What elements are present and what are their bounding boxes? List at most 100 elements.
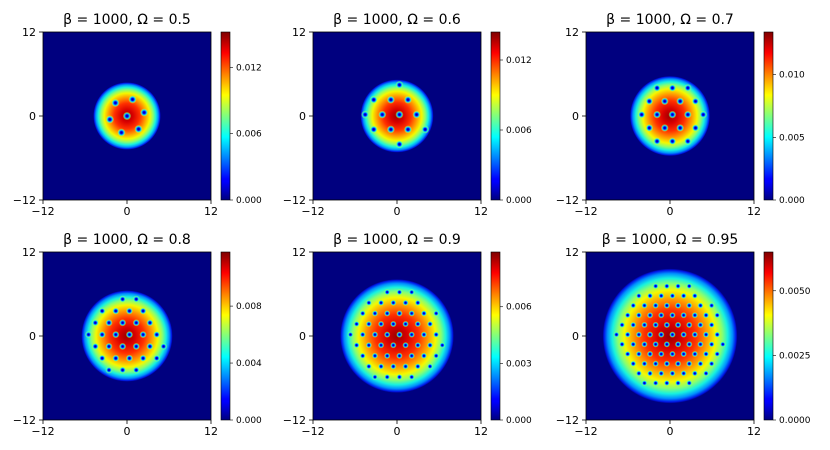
colorbar [490,31,501,201]
vortex-core [377,342,385,349]
vortex-core [402,342,409,349]
vortex-core [377,320,385,328]
vortex-core [408,352,415,360]
vortex-core [390,320,397,328]
vortex-core [384,288,391,296]
panel-title: β = 1000, Ω = 0.9 [333,232,461,248]
vortex-core [396,310,403,317]
vortex-core [439,342,446,349]
vortex-core [658,312,665,319]
vortex-core [396,352,403,360]
vortex-core [674,302,682,309]
vortex-core [386,125,395,134]
vortex-core [645,124,654,132]
vortex-core [630,302,637,309]
vortex-core [402,299,409,306]
vortex-core [359,331,366,338]
vortex-core [669,370,676,377]
vortex-core [658,350,665,358]
vortex-core [390,363,397,370]
vortex-core [683,110,692,119]
y-tick-label: 12 [565,246,579,259]
vortex-core [112,354,120,362]
vortex-core [371,331,379,338]
x-tick-label: −12 [574,205,597,218]
vortex-core [658,331,665,338]
vortex-core [396,373,403,381]
vortex-core [414,342,422,349]
y-tick-label: 12 [22,246,36,259]
vortex-core [668,110,677,119]
vortex-core [395,140,404,149]
vortex-core [420,331,428,338]
vortex-core [645,97,654,106]
vortex-core [653,137,661,146]
vortex-core [676,124,685,132]
y-tick-label: −12 [556,194,579,207]
panel-3: β = 1000, Ω = 0.7 −12 0 12 12 0 −12 0.000 0.005 0… [556,12,805,218]
vortex-core [686,341,693,348]
panel-title: β = 1000, Ω = 0.6 [333,12,461,28]
vortex-core [125,307,134,315]
vortex-core [697,341,704,348]
colorbar-tick-label: 0.006 [506,303,532,313]
vortex-core [669,331,676,338]
x-tick-label: 0 [124,205,131,218]
vortex-core [119,295,127,303]
vortex-core [618,321,626,329]
vortex-core [112,307,120,315]
vortex-core [635,312,643,319]
panel-title: β = 1000, Ω = 0.95 [602,232,739,248]
vortex-core [390,299,397,306]
vortex-core [641,360,648,367]
vortex-core [676,97,685,106]
x-tick-label: −12 [574,425,597,438]
x-tick-label: 0 [667,425,674,438]
y-tick-label: −12 [283,414,306,427]
vortex-core [708,302,715,309]
x-tick-label: 0 [667,205,674,218]
x-tick-label: 12 [747,425,761,438]
colorbar [763,251,774,421]
vortex-core [669,350,676,358]
vortex-core [386,95,395,104]
vortex-core [641,321,648,329]
vortex-core [708,321,715,329]
vortex-core [708,360,715,367]
colorbar-tick-label: 0.0000 [779,416,811,426]
vortex-core [635,370,643,377]
vortex-core [119,319,127,327]
vortex-core [653,84,661,92]
vortex-core [686,321,693,329]
vortex-core [111,98,120,108]
panel-2: β = 1000, Ω = 0.6 −12 0 12 12 0 −12 0.000 0.006 0… [283,12,532,218]
x-tick-label: 12 [474,205,488,218]
vortex-core [365,320,373,328]
vortex-core [641,341,648,348]
vortex-core [371,373,379,381]
vortex-core [402,363,409,370]
vortex-core [630,321,637,329]
vortex-core [697,321,704,329]
colorbar [763,31,774,201]
panel-title: β = 1000, Ω = 0.8 [63,232,191,248]
vortex-core [686,302,693,309]
vortex-core [668,84,677,92]
vortex-core [714,331,721,338]
vortex-core [652,282,659,290]
vortex-core [680,350,687,358]
vortex-core [408,331,415,338]
vortex-core [691,350,699,358]
vortex-core [159,342,168,351]
vortex-core [153,330,161,339]
vortex-core [125,354,134,362]
vortex-core [697,360,704,367]
vortex-core [433,310,440,317]
density-heatmap [313,252,481,420]
vortex-core [624,312,631,319]
vortex-core [98,330,106,339]
vortex-core [702,312,710,319]
colorbar-tick-label: 0.004 [236,359,262,369]
vortex-core [708,341,715,348]
